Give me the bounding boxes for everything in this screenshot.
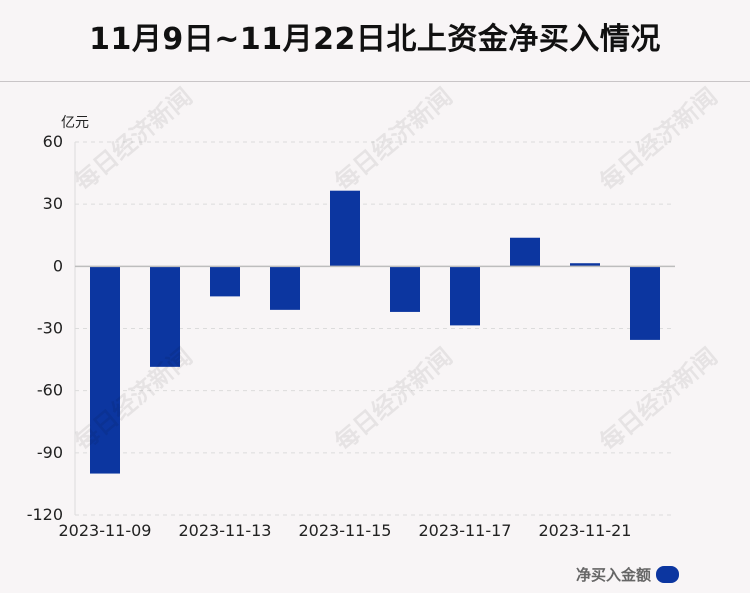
bar xyxy=(90,266,120,474)
bar xyxy=(270,266,300,310)
x-tick-label: 2023-11-21 xyxy=(539,521,632,540)
y-tick-label: 60 xyxy=(43,132,63,151)
bar xyxy=(330,190,360,267)
y-tick-label: -60 xyxy=(37,381,63,400)
y-tick-label: -90 xyxy=(37,443,63,462)
legend-label: 净买入金额 xyxy=(576,566,652,584)
y-tick-label: 0 xyxy=(53,256,63,275)
bar xyxy=(570,263,600,267)
y-axis-unit-label: 亿元 xyxy=(61,115,89,131)
x-tick-label: 2023-11-09 xyxy=(59,521,152,540)
bar xyxy=(150,266,180,367)
x-tick-label: 2023-11-15 xyxy=(299,521,392,540)
x-tick-label: 2023-11-13 xyxy=(179,521,272,540)
bar xyxy=(450,266,480,326)
x-tick-label: 2023-11-17 xyxy=(419,521,512,540)
y-tick-label: 30 xyxy=(43,194,63,213)
bar xyxy=(510,237,540,267)
y-tick-label: -30 xyxy=(37,319,63,338)
y-tick-label: -120 xyxy=(27,505,63,524)
chart-title: 11月9日~11月22日北上资金净买入情况 xyxy=(89,22,661,57)
legend-swatch-icon xyxy=(656,566,680,583)
bar xyxy=(630,266,660,340)
bar xyxy=(210,266,240,297)
title-divider xyxy=(0,81,750,82)
legend[interactable]: 净买入金额 xyxy=(576,564,680,585)
bar xyxy=(390,266,420,312)
